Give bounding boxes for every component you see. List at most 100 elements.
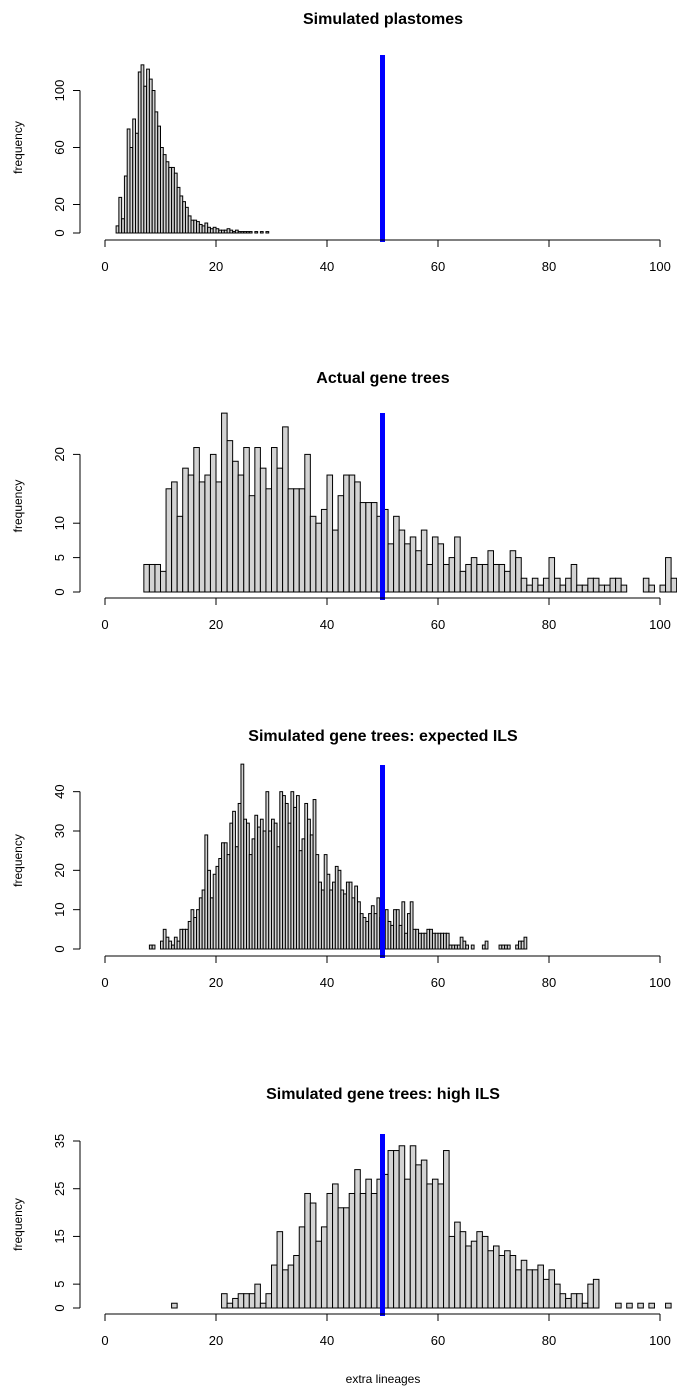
y-tick-label: 25 (52, 1181, 67, 1195)
histogram-bar (570, 1293, 578, 1309)
histogram-bar (420, 529, 428, 593)
histogram-bar (387, 1150, 395, 1309)
histogram-bar (171, 481, 178, 593)
histogram-bar (565, 577, 572, 593)
histogram-bar (337, 495, 345, 593)
histogram-bar (287, 1264, 295, 1309)
histogram-bar (526, 584, 533, 593)
histogram-bar (448, 557, 456, 593)
x-tick-label: 40 (320, 617, 334, 632)
histogram-bar (459, 1231, 467, 1309)
y-axis-title: frequency (11, 480, 25, 533)
histogram-bar (248, 1293, 256, 1309)
histogram-bar (232, 460, 239, 593)
histogram-bar (565, 1297, 572, 1309)
histogram-bar (484, 940, 489, 950)
histogram-bar (509, 1255, 517, 1309)
histogram-bar (431, 1178, 439, 1309)
histogram-bar (559, 584, 567, 593)
histogram-bar (171, 1302, 178, 1309)
y-tick-label: 20 (52, 863, 67, 877)
histogram-bar (401, 901, 406, 950)
chart-title: Simulated plastomes (303, 11, 463, 28)
histogram-bar (332, 1183, 339, 1309)
histogram-bar (254, 231, 259, 234)
histogram-bar (320, 508, 328, 593)
histogram-bar (598, 584, 606, 593)
histogram-bar (165, 488, 173, 593)
histogram-bar (587, 1283, 594, 1309)
y-tick-label: 60 (52, 140, 67, 154)
histogram-bar (504, 570, 511, 593)
histogram-bar (370, 1192, 378, 1309)
histogram-bar (437, 1183, 445, 1309)
histogram-bar (387, 543, 395, 593)
histogram-bar (470, 557, 478, 593)
histogram-bar (648, 1302, 655, 1309)
histogram-bar (221, 1293, 228, 1309)
histogram-bar (615, 577, 622, 593)
histogram-bar (309, 1202, 317, 1309)
histogram-bar (665, 1302, 672, 1309)
histogram-bar (398, 529, 406, 593)
histogram-bar (287, 488, 295, 593)
histogram-bar (542, 577, 550, 593)
histogram-bar (348, 474, 356, 593)
histogram-bar (443, 1150, 450, 1309)
histogram-bar (276, 1231, 284, 1309)
histogram-bar (615, 1302, 622, 1309)
histogram-bar (254, 447, 261, 593)
histogram-bar (271, 1264, 278, 1309)
histogram-panel-1: Simulated plastomes 0 20 40 60 80 100 0 20 60 100 f… (11, 11, 671, 274)
histogram-bar (354, 1169, 361, 1309)
histogram-bar (243, 447, 250, 593)
histogram-panel-2: Actual gene trees 0 20 40 60 80 100 0 5 10 20 frequ… (11, 370, 677, 632)
histogram-bar (465, 563, 472, 593)
histogram-bar (659, 584, 667, 593)
x-tick-label: 0 (101, 259, 108, 274)
histogram-bar (670, 577, 677, 593)
histogram-bar (398, 1145, 406, 1309)
histogram-bar (506, 944, 511, 950)
histogram-bar (426, 1183, 433, 1309)
y-tick-label: 0 (52, 945, 67, 952)
histogram-bar (454, 536, 461, 593)
histogram-bar (276, 467, 284, 593)
histogram-bar (154, 563, 161, 593)
histogram-bar (592, 577, 600, 593)
x-tick-label: 40 (320, 975, 334, 990)
histogram-bar (465, 944, 470, 950)
histogram-panel-4: Simulated gene trees: high ILS 0 20 40 60 80 1… (11, 1086, 672, 1348)
histogram-bar (409, 536, 417, 593)
histogram-bar (343, 1207, 350, 1309)
histogram-bar (365, 1178, 372, 1309)
histogram-bar (587, 577, 594, 593)
histogram-bar (254, 1283, 261, 1309)
histogram-bar (282, 426, 289, 593)
histogram-bar (642, 577, 650, 593)
histogram-bar (648, 584, 655, 593)
histogram-bar (493, 563, 500, 593)
histogram-bar (570, 563, 578, 593)
histogram-bar (520, 577, 528, 593)
histogram-bar (259, 467, 267, 593)
histogram-bar (531, 577, 539, 593)
histogram-bar (226, 1302, 234, 1309)
histogram-bar (465, 1245, 472, 1309)
x-tick-label: 80 (542, 617, 556, 632)
y-tick-label: 15 (52, 1229, 67, 1243)
chart-title: Simulated gene trees: high ILS (266, 1086, 500, 1103)
histogram-bar (592, 1278, 600, 1309)
histogram-bar (420, 1159, 428, 1309)
y-tick-label: 10 (52, 902, 67, 916)
histogram-bar (626, 1302, 633, 1309)
histogram-bar (415, 550, 422, 593)
histogram-bar (293, 488, 300, 593)
y-axis-title: frequency (11, 834, 25, 887)
x-tick-label: 80 (542, 975, 556, 990)
histogram-bar (637, 1302, 644, 1309)
histogram-bar (537, 584, 544, 593)
histogram-bar (448, 1235, 456, 1309)
histogram-bar (515, 1269, 522, 1309)
histogram-bar (581, 584, 589, 593)
